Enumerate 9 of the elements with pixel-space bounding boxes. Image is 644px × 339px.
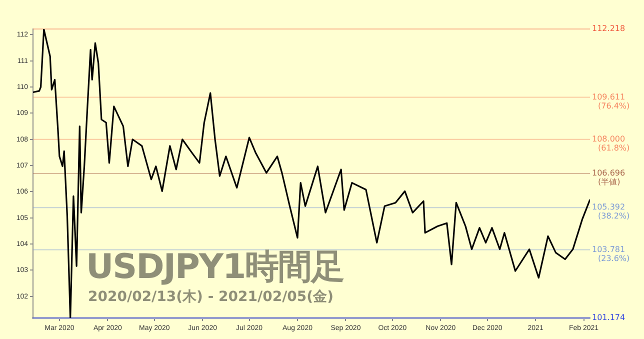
ref-line-label: 101.174 [592,313,626,322]
ref-line-label: 109.611 (76.4%) [592,92,630,110]
ref-line-label: 112.218 [592,24,626,34]
ref-line-label: 108.000 (61.8%) [592,134,630,152]
ref-line-label: 103.781 (23.6%) [592,244,630,263]
ref-line-label: 105.392 (38.2%) [592,202,630,221]
text: 2020/02/13(木) - 2021/02/05(金) [88,288,334,306]
ref-line-label: 106.696 (半値) [592,168,626,187]
text: USDJPY1時間足 [86,246,344,289]
